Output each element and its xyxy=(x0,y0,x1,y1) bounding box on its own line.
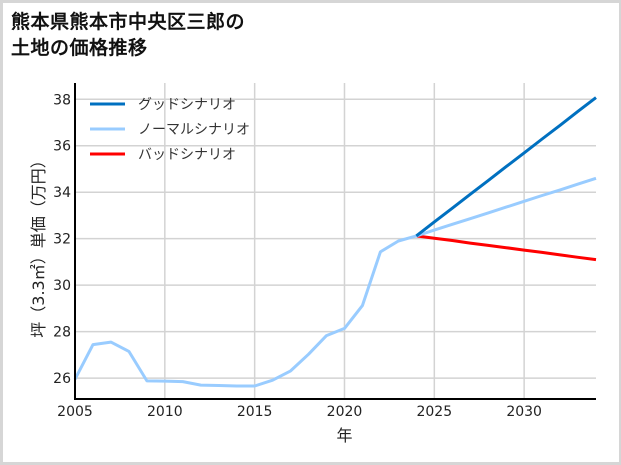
y-tick-label: 34 xyxy=(53,185,71,201)
y-tick-label: 38 xyxy=(53,92,71,108)
y-tick-label: 26 xyxy=(53,371,71,387)
x-tick-label: 2025 xyxy=(416,404,452,420)
y-axis-label: 坪（3.3㎡）単価（万円） xyxy=(29,152,48,337)
chart-title-line-2: 土地の価格推移 xyxy=(11,37,148,59)
series-line-1 xyxy=(73,176,597,388)
legend-label: バッドシナリオ xyxy=(138,147,236,163)
axes xyxy=(74,83,596,400)
tick-labels: 2005 2010 2015 2020 2025 2030 26 28 30 32 34 36 38 xyxy=(53,92,542,420)
data-series xyxy=(73,96,597,388)
chart-title: 熊本県熊本市中央区三郎の 土地の価格推移 xyxy=(11,9,245,61)
legend-item: バッドシナリオ xyxy=(90,147,236,163)
chart-panel xyxy=(3,3,619,462)
y-tick-label: 36 xyxy=(53,139,71,155)
x-tick-label: 2020 xyxy=(327,404,363,420)
x-tick-label: 2005 xyxy=(57,404,93,420)
x-tick-label: 2030 xyxy=(506,404,542,420)
series-line-2 xyxy=(416,234,597,262)
legend-item: グッドシナリオ xyxy=(90,97,236,113)
x-tick-label: 2015 xyxy=(237,404,273,420)
legend-item: ノーマルシナリオ xyxy=(90,122,250,138)
legend-label: ノーマルシナリオ xyxy=(138,122,250,138)
x-axis-label: 年 xyxy=(336,426,352,445)
series-line-0 xyxy=(415,96,597,238)
x-tick-label: 2010 xyxy=(147,404,183,420)
legend-label: グッドシナリオ xyxy=(138,97,236,113)
chart-title-line-1: 熊本県熊本市中央区三郎の xyxy=(11,11,246,33)
y-tick-label: 30 xyxy=(53,278,71,294)
y-tick-label: 28 xyxy=(53,325,71,341)
y-tick-label: 32 xyxy=(53,232,71,248)
